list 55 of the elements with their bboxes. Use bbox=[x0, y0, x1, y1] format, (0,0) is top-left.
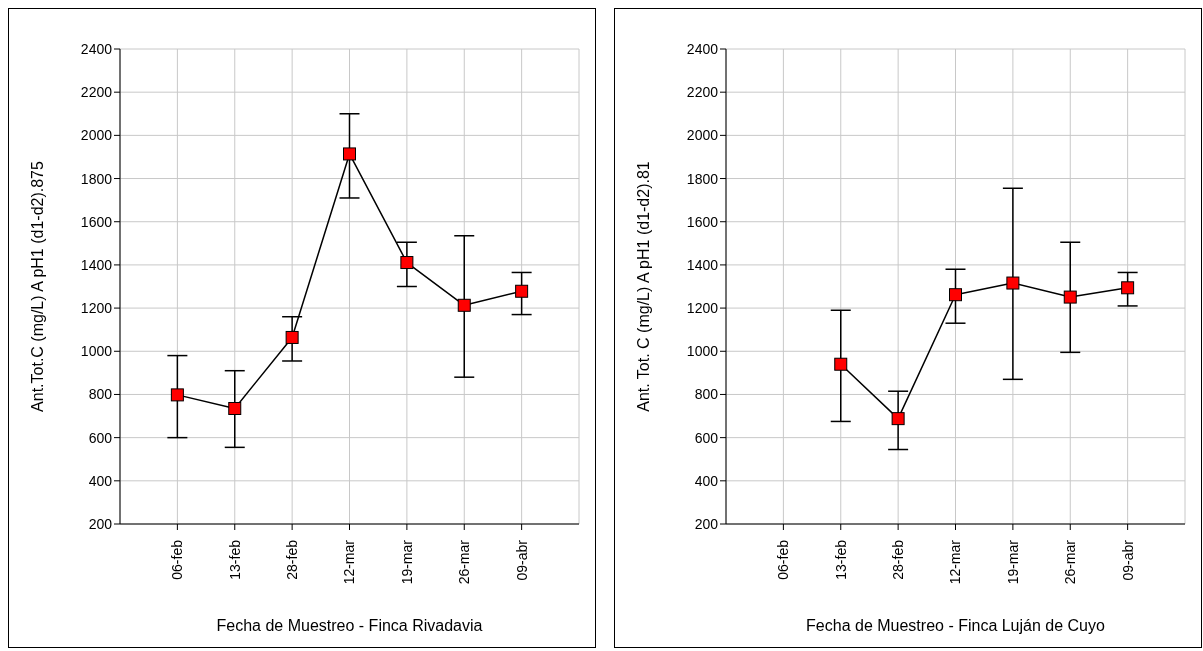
y-tick-label: 1400 bbox=[80, 256, 113, 273]
y-tick-label: 800 bbox=[694, 386, 719, 403]
y-tick-label: 1200 bbox=[686, 300, 719, 317]
x-tick-label: 19-mar bbox=[398, 539, 415, 585]
y-tick-label: 2200 bbox=[80, 84, 113, 101]
x-tick-label: 28-feb bbox=[890, 539, 907, 580]
y-tick-label: 1600 bbox=[686, 213, 719, 230]
x-tick-label: 12-mar bbox=[341, 539, 358, 585]
point bbox=[228, 401, 242, 415]
point bbox=[515, 284, 529, 298]
y-tick-label: 2000 bbox=[80, 127, 113, 144]
y-tick-label: 200 bbox=[88, 515, 113, 532]
point bbox=[343, 147, 356, 161]
y-axis-title: Ant.Tot.C (mg/L) A pH1 (d1-d2).875 bbox=[28, 161, 46, 412]
y-tick-label: 1800 bbox=[80, 170, 113, 187]
y-axis-title: Ant. Tot. C (mg/L) A pH1 (d1-d2).81 bbox=[634, 161, 652, 412]
point bbox=[834, 357, 848, 371]
y-tick-label: 1000 bbox=[686, 343, 719, 360]
y-tick-label: 1400 bbox=[686, 256, 719, 273]
point bbox=[400, 256, 414, 270]
x-tick-label: 13-feb bbox=[226, 539, 243, 580]
y-tick-label: 200 bbox=[694, 515, 719, 532]
y-tick-label: 2400 bbox=[686, 40, 719, 57]
point bbox=[170, 388, 184, 402]
x-tick-label: 26-mar bbox=[456, 539, 473, 585]
y-tick-label: 1800 bbox=[686, 170, 719, 187]
y-tick-label: 600 bbox=[694, 429, 719, 446]
point bbox=[457, 298, 471, 312]
point bbox=[949, 288, 962, 302]
x-tick-label: 12-mar bbox=[947, 539, 964, 585]
x-tick-label: 06-feb bbox=[169, 539, 186, 580]
y-tick-label: 600 bbox=[88, 429, 113, 446]
x-axis-title: Fecha de Muestreo - Finca Luján de Cuyo bbox=[806, 617, 1106, 634]
y-tick-label: 2200 bbox=[686, 84, 719, 101]
x-tick-label: 19-mar bbox=[1004, 539, 1021, 585]
x-tick-label: 09-abr bbox=[1119, 539, 1136, 581]
point bbox=[285, 330, 299, 344]
point bbox=[891, 412, 905, 426]
x-tick-label: 09-abr bbox=[513, 539, 530, 581]
x-axis-title: Fecha de Muestreo - Finca Rivadavia bbox=[216, 617, 483, 634]
point bbox=[1006, 276, 1020, 290]
y-tick-label: 2000 bbox=[686, 127, 719, 144]
x-tick-label: 26-mar bbox=[1062, 539, 1079, 585]
point bbox=[1063, 290, 1077, 304]
y-tick-label: 800 bbox=[88, 386, 113, 403]
y-tick-label: 400 bbox=[88, 472, 113, 489]
x-tick-label: 13-feb bbox=[832, 539, 849, 580]
y-tick-label: 1600 bbox=[80, 213, 113, 230]
y-tick-label: 1200 bbox=[80, 300, 113, 317]
y-tick-label: 1000 bbox=[80, 343, 113, 360]
y-tick-label: 400 bbox=[694, 472, 719, 489]
x-tick-label: 28-feb bbox=[284, 539, 301, 580]
point bbox=[1121, 281, 1135, 295]
x-tick-label: 06-feb bbox=[775, 539, 792, 580]
y-tick-label: 2400 bbox=[80, 40, 113, 57]
